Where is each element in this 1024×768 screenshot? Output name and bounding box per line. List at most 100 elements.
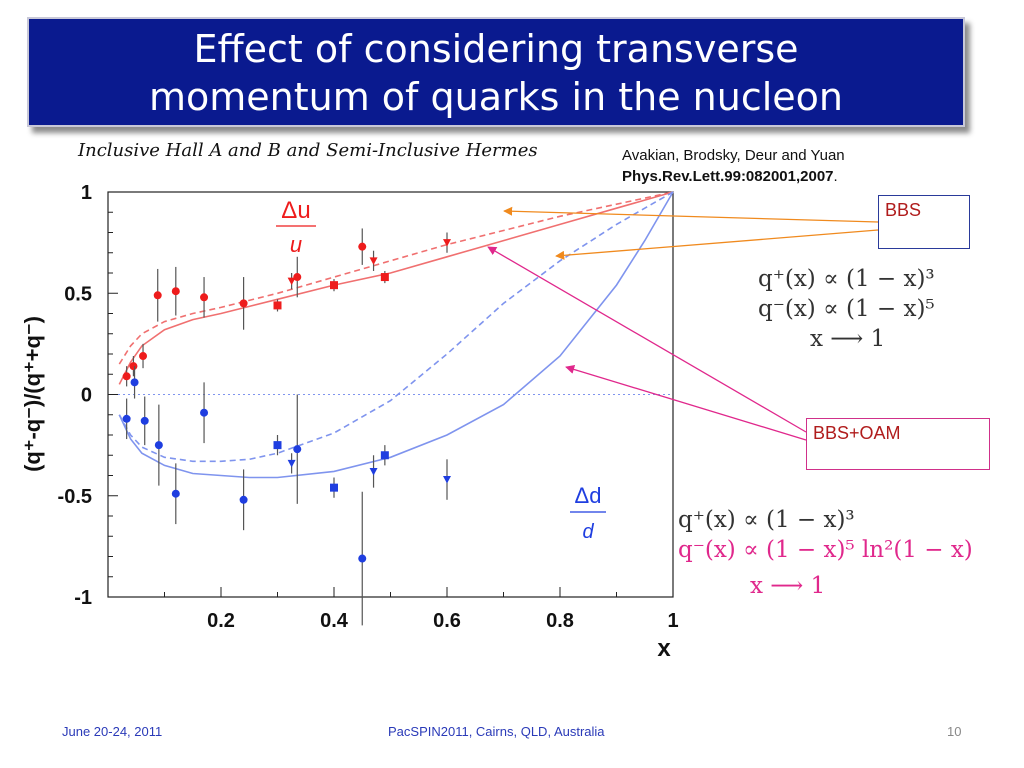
data-point-d	[140, 396, 149, 446]
data-point-d	[200, 382, 209, 444]
marker-circle	[358, 242, 367, 251]
oam-formula: q⁺(x) ∝ (1 − x)³ q⁻(x) ∝ (1 − x)⁵ ln²(1 …	[678, 505, 973, 601]
marker-square	[273, 441, 282, 450]
marker-square	[330, 483, 338, 492]
marker-circle	[358, 554, 367, 563]
x-axis-label: x	[657, 635, 671, 662]
data-point-d	[287, 453, 296, 474]
marker-circle	[293, 445, 302, 454]
data-point-d	[293, 394, 302, 504]
data-point-u	[200, 277, 209, 318]
data-point-d	[273, 435, 282, 456]
citation-period: .	[833, 168, 838, 185]
data-point-d	[380, 445, 389, 466]
data-point-d	[239, 469, 248, 531]
marker-circle	[239, 495, 248, 504]
data-point-u	[273, 299, 282, 312]
x-tick-label: 0.6	[433, 610, 461, 632]
data-point-d	[369, 455, 378, 488]
data-point-d	[171, 463, 180, 525]
marker-circle	[293, 273, 302, 282]
oam-formula-qminus: q⁻(x) ∝ (1 − x)⁵ ln²(1 − x)	[678, 537, 973, 563]
curve-u_oam	[118, 191, 674, 385]
curve-u_bbs	[118, 191, 674, 365]
marker-circle	[154, 441, 163, 450]
data-point-u	[358, 228, 367, 265]
curve-d_oam	[118, 191, 674, 479]
marker-triangle	[287, 459, 296, 468]
page-number: 10	[947, 724, 962, 739]
data-point-d	[443, 459, 451, 500]
marker-circle	[200, 408, 209, 417]
data-point-u	[139, 343, 148, 369]
marker-triangle	[443, 239, 451, 247]
title-line-1: Effect of considering transverse	[193, 27, 799, 71]
delta-u-numerator: Δu	[281, 197, 310, 224]
data-point-u	[171, 266, 180, 316]
data-point-u	[330, 279, 338, 292]
marker-square	[273, 301, 282, 310]
title-line-2: momentum of quarks in the nucleon	[148, 75, 844, 119]
data-point-u	[293, 256, 302, 298]
bbs-label-box: BBS	[878, 195, 970, 249]
data-point-u	[380, 270, 389, 284]
subtitle: Inclusive Hall A and B and Semi-Inclusiv…	[78, 140, 538, 161]
y-tick-label: 0	[81, 385, 92, 407]
x-tick-label: 1	[667, 610, 678, 632]
footer-date: June 20-24, 2011	[62, 724, 163, 739]
data-point-d	[358, 491, 367, 626]
marker-circle	[171, 489, 180, 498]
data-point-u	[122, 366, 131, 387]
delta-u-denominator: u	[290, 232, 302, 257]
marker-circle	[130, 378, 139, 387]
data-point-u	[287, 273, 296, 290]
curve-d_bbs	[118, 191, 674, 463]
marker-triangle	[287, 277, 296, 286]
data-point-u	[443, 232, 451, 253]
oam-arrow-lower	[565, 365, 807, 441]
data-point-d	[330, 477, 338, 498]
marker-circle	[122, 414, 131, 423]
marker-circle	[153, 291, 162, 300]
data-point-u	[153, 268, 162, 322]
y-tick-label: 0.5	[64, 283, 92, 305]
data-point-d	[154, 404, 163, 486]
bbs-arrow-upper	[503, 206, 879, 223]
y-tick-label: -1	[74, 587, 92, 609]
delta-d-denominator: d	[582, 521, 594, 543]
marker-circle	[171, 287, 180, 296]
marker-circle	[200, 293, 209, 302]
bbs-oam-label-box: BBS+OAM	[806, 418, 990, 470]
footer-conference: PacSPIN2011, Cairns, QLD, Australia	[388, 724, 605, 739]
marker-circle	[239, 299, 248, 308]
marker-circle	[139, 352, 148, 361]
delta-d-numerator: Δd	[575, 483, 602, 508]
y-tick-label: 1	[81, 182, 92, 204]
y-axis-label: (q⁺-q⁻)/(q⁺+q⁻)	[20, 316, 45, 472]
oam-formula-limit: x ⟶ 1	[750, 573, 826, 599]
marker-circle	[129, 362, 138, 371]
delta-d-label: Δd d	[570, 483, 606, 543]
marker-triangle	[369, 467, 378, 476]
oam-arrow-upper	[487, 246, 807, 433]
x-tick-label: 0.4	[320, 610, 349, 632]
marker-circle	[140, 416, 149, 425]
data-point-u	[239, 277, 248, 330]
marker-square	[380, 273, 389, 282]
marker-square	[380, 451, 389, 460]
title-banner: Effect of considering transverse momentu…	[27, 17, 965, 127]
slide-title: Effect of considering transverse momentu…	[29, 25, 963, 121]
marker-circle	[122, 372, 131, 381]
x-tick-label: 0.2	[207, 610, 235, 632]
bbs-formula-qplus: q⁺(x) ∝ (1 − x)³	[758, 266, 935, 292]
marker-square	[330, 281, 338, 290]
data-point-u	[369, 250, 378, 271]
bbs-arrow-lower	[555, 229, 879, 260]
data-point-d	[122, 398, 131, 440]
data-point-d	[130, 366, 139, 399]
data-point-u	[129, 356, 138, 377]
delta-u-label: Δu u	[276, 197, 316, 257]
oam-formula-qplus: q⁺(x) ∝ (1 − x)³	[678, 507, 855, 533]
citation-ref: Phys.Rev.Lett.99:082001,2007	[622, 168, 834, 185]
